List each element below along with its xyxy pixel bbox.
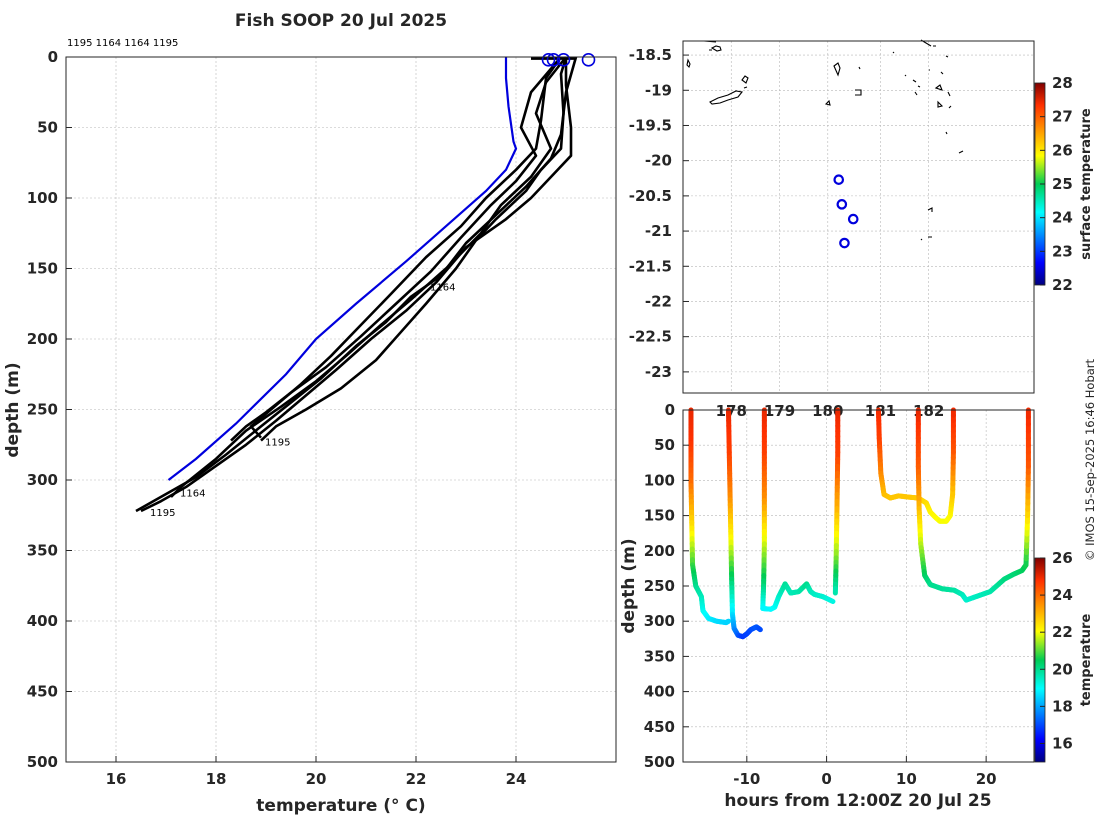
section-xtick-label: 10 — [896, 770, 917, 788]
section-ytick-label: 200 — [644, 542, 675, 560]
map-ytick-label: -19 — [645, 81, 672, 99]
surface-marker-4 — [581, 53, 596, 67]
sample-location-4 — [839, 237, 850, 249]
surface-marker-1 — [541, 53, 556, 67]
profile-ytick-label: 200 — [27, 330, 58, 348]
map-ytick-label: -23 — [645, 363, 672, 381]
section-ytick-label: 450 — [644, 718, 675, 736]
temperature-profile-line-3 — [140, 57, 573, 513]
surface-marker-2 — [546, 53, 561, 67]
map-xtick-label: 178 — [716, 402, 747, 420]
profile-xtick-label: 24 — [506, 770, 527, 788]
map-ytick-label: -21.5 — [629, 257, 672, 275]
section-ylabel: depth (m) — [619, 538, 639, 633]
profile-id-label: 1164 — [430, 282, 455, 293]
coastline — [686, 39, 964, 241]
map-axes-frame — [682, 40, 1035, 394]
profile-ytick-label: 0 — [48, 48, 58, 66]
profile-panel: Fish SOOP 20 Jul 2025 1195 1164 1164 119… — [3, 11, 617, 816]
section-ytick-label: 0 — [665, 401, 675, 419]
map-ytick-label: -19.5 — [629, 116, 672, 134]
sample-location-2 — [836, 199, 848, 210]
profile-ytick-label: 100 — [27, 189, 58, 207]
profile-xtick-label: 22 — [406, 770, 427, 788]
section-xtick-label: 0 — [821, 770, 831, 788]
surface-colorbar-tick-label: 27 — [1052, 108, 1073, 126]
profile-xlabel: temperature (° C) — [256, 796, 425, 816]
section-ytick-label: 500 — [644, 753, 675, 771]
temperature-colorbar-tick-label: 24 — [1052, 586, 1073, 604]
section-xtick-label: 20 — [976, 770, 997, 788]
temperature-colorbar-tick-label: 26 — [1052, 549, 1073, 567]
section-ytick-label: 300 — [644, 612, 675, 630]
section-ytick-label: 350 — [644, 647, 675, 665]
climatology-profile-line — [167, 57, 518, 481]
sample-location-1 — [833, 174, 845, 185]
profile-header-ids: 1195 1164 1164 1195 — [67, 38, 178, 49]
surface-colorbar-tick-label: 28 — [1052, 74, 1073, 92]
temperature-profile-line-2 — [170, 56, 568, 498]
map-ytick-label: -22 — [645, 292, 672, 310]
profile-ytick-label: 450 — [27, 683, 58, 701]
profile-ytick-label: 500 — [27, 753, 58, 771]
cast-3-segment — [829, 598, 836, 604]
section-ytick-label: 150 — [644, 507, 675, 525]
sample-location-3 — [847, 213, 859, 225]
temperature-colorbar-label: temperature — [1079, 614, 1094, 707]
profile-id-label: 1195 — [265, 438, 290, 449]
profile-id-label: 1195 — [150, 508, 175, 519]
map-ytick-label: -20.5 — [629, 187, 672, 205]
profile-xtick-label: 16 — [106, 770, 127, 788]
temperature-profile-line-1 — [260, 56, 568, 442]
map-xtick-label: 182 — [913, 402, 944, 420]
credit-text: © IMOS 15-Sep-2025 16:46 Hobart — [1083, 358, 1097, 561]
section-xlabel: hours from 12:00Z 20 Jul 25 — [724, 791, 991, 811]
profile-ytick-label: 350 — [27, 542, 58, 560]
temperature-profile-line-6 — [249, 56, 563, 439]
map-panel: -18.5 -19 -19.5 -20 -20.5 -21 -21.5 -22 -22.5 -23… — [629, 39, 1094, 420]
map-ytick-label: -21 — [645, 222, 672, 240]
section-xtick-label: -10 — [733, 770, 760, 788]
temperature-profile-line-5 — [135, 56, 578, 513]
profile-ytick-label: 50 — [37, 119, 58, 137]
section-ytick-label: 250 — [644, 577, 675, 595]
surface-colorbar-tick-label: 24 — [1052, 209, 1073, 227]
section-ytick-label: 400 — [644, 683, 675, 701]
profile-xtick-label: 18 — [206, 770, 227, 788]
profile-id-label: 1164 — [180, 488, 205, 499]
map-ytick-label: -22.5 — [629, 328, 672, 346]
surface-marker-3 — [556, 53, 571, 67]
map-xtick-label: 179 — [764, 402, 795, 420]
profile-ylabel: depth (m) — [3, 362, 23, 457]
section-ytick-label: 50 — [654, 436, 675, 454]
map-ytick-label: -18.5 — [629, 46, 672, 64]
temperature-colorbar-tick-label: 20 — [1052, 660, 1073, 678]
profile-xtick-label: 20 — [306, 770, 327, 788]
profile-ytick-label: 250 — [27, 401, 58, 419]
surface-temperature-colorbar: 22 23 24 25 26 27 28 surface temperature — [1034, 74, 1094, 294]
profile-ytick-label: 150 — [27, 260, 58, 278]
map-ytick-label: -20 — [645, 152, 672, 170]
temperature-profile-line-4 — [230, 56, 562, 442]
surface-colorbar-tick-label: 26 — [1052, 141, 1073, 159]
profile-title: Fish SOOP 20 Jul 2025 — [235, 11, 447, 31]
temperature-colorbar: 16 18 20 22 24 26 temperature — [1034, 549, 1094, 763]
temperature-colorbar-tick-label: 16 — [1052, 734, 1073, 752]
profile-axes-frame — [65, 56, 617, 763]
temperature-colorbar-tick-label: 22 — [1052, 623, 1073, 641]
temperature-colorbar-tick-label: 18 — [1052, 697, 1073, 715]
surface-temperature-colorbar-label: surface temperature — [1079, 108, 1094, 260]
profile-ytick-label: 400 — [27, 612, 58, 630]
surface-colorbar-tick-label: 22 — [1052, 276, 1073, 294]
profile-ytick-label: 300 — [27, 471, 58, 489]
surface-colorbar-tick-label: 25 — [1052, 175, 1073, 193]
section-panel: -10 0 10 20 050100150200250300350400450500 … — [619, 401, 1094, 811]
surface-colorbar-tick-label: 23 — [1052, 242, 1073, 260]
section-ytick-label: 100 — [644, 471, 675, 489]
